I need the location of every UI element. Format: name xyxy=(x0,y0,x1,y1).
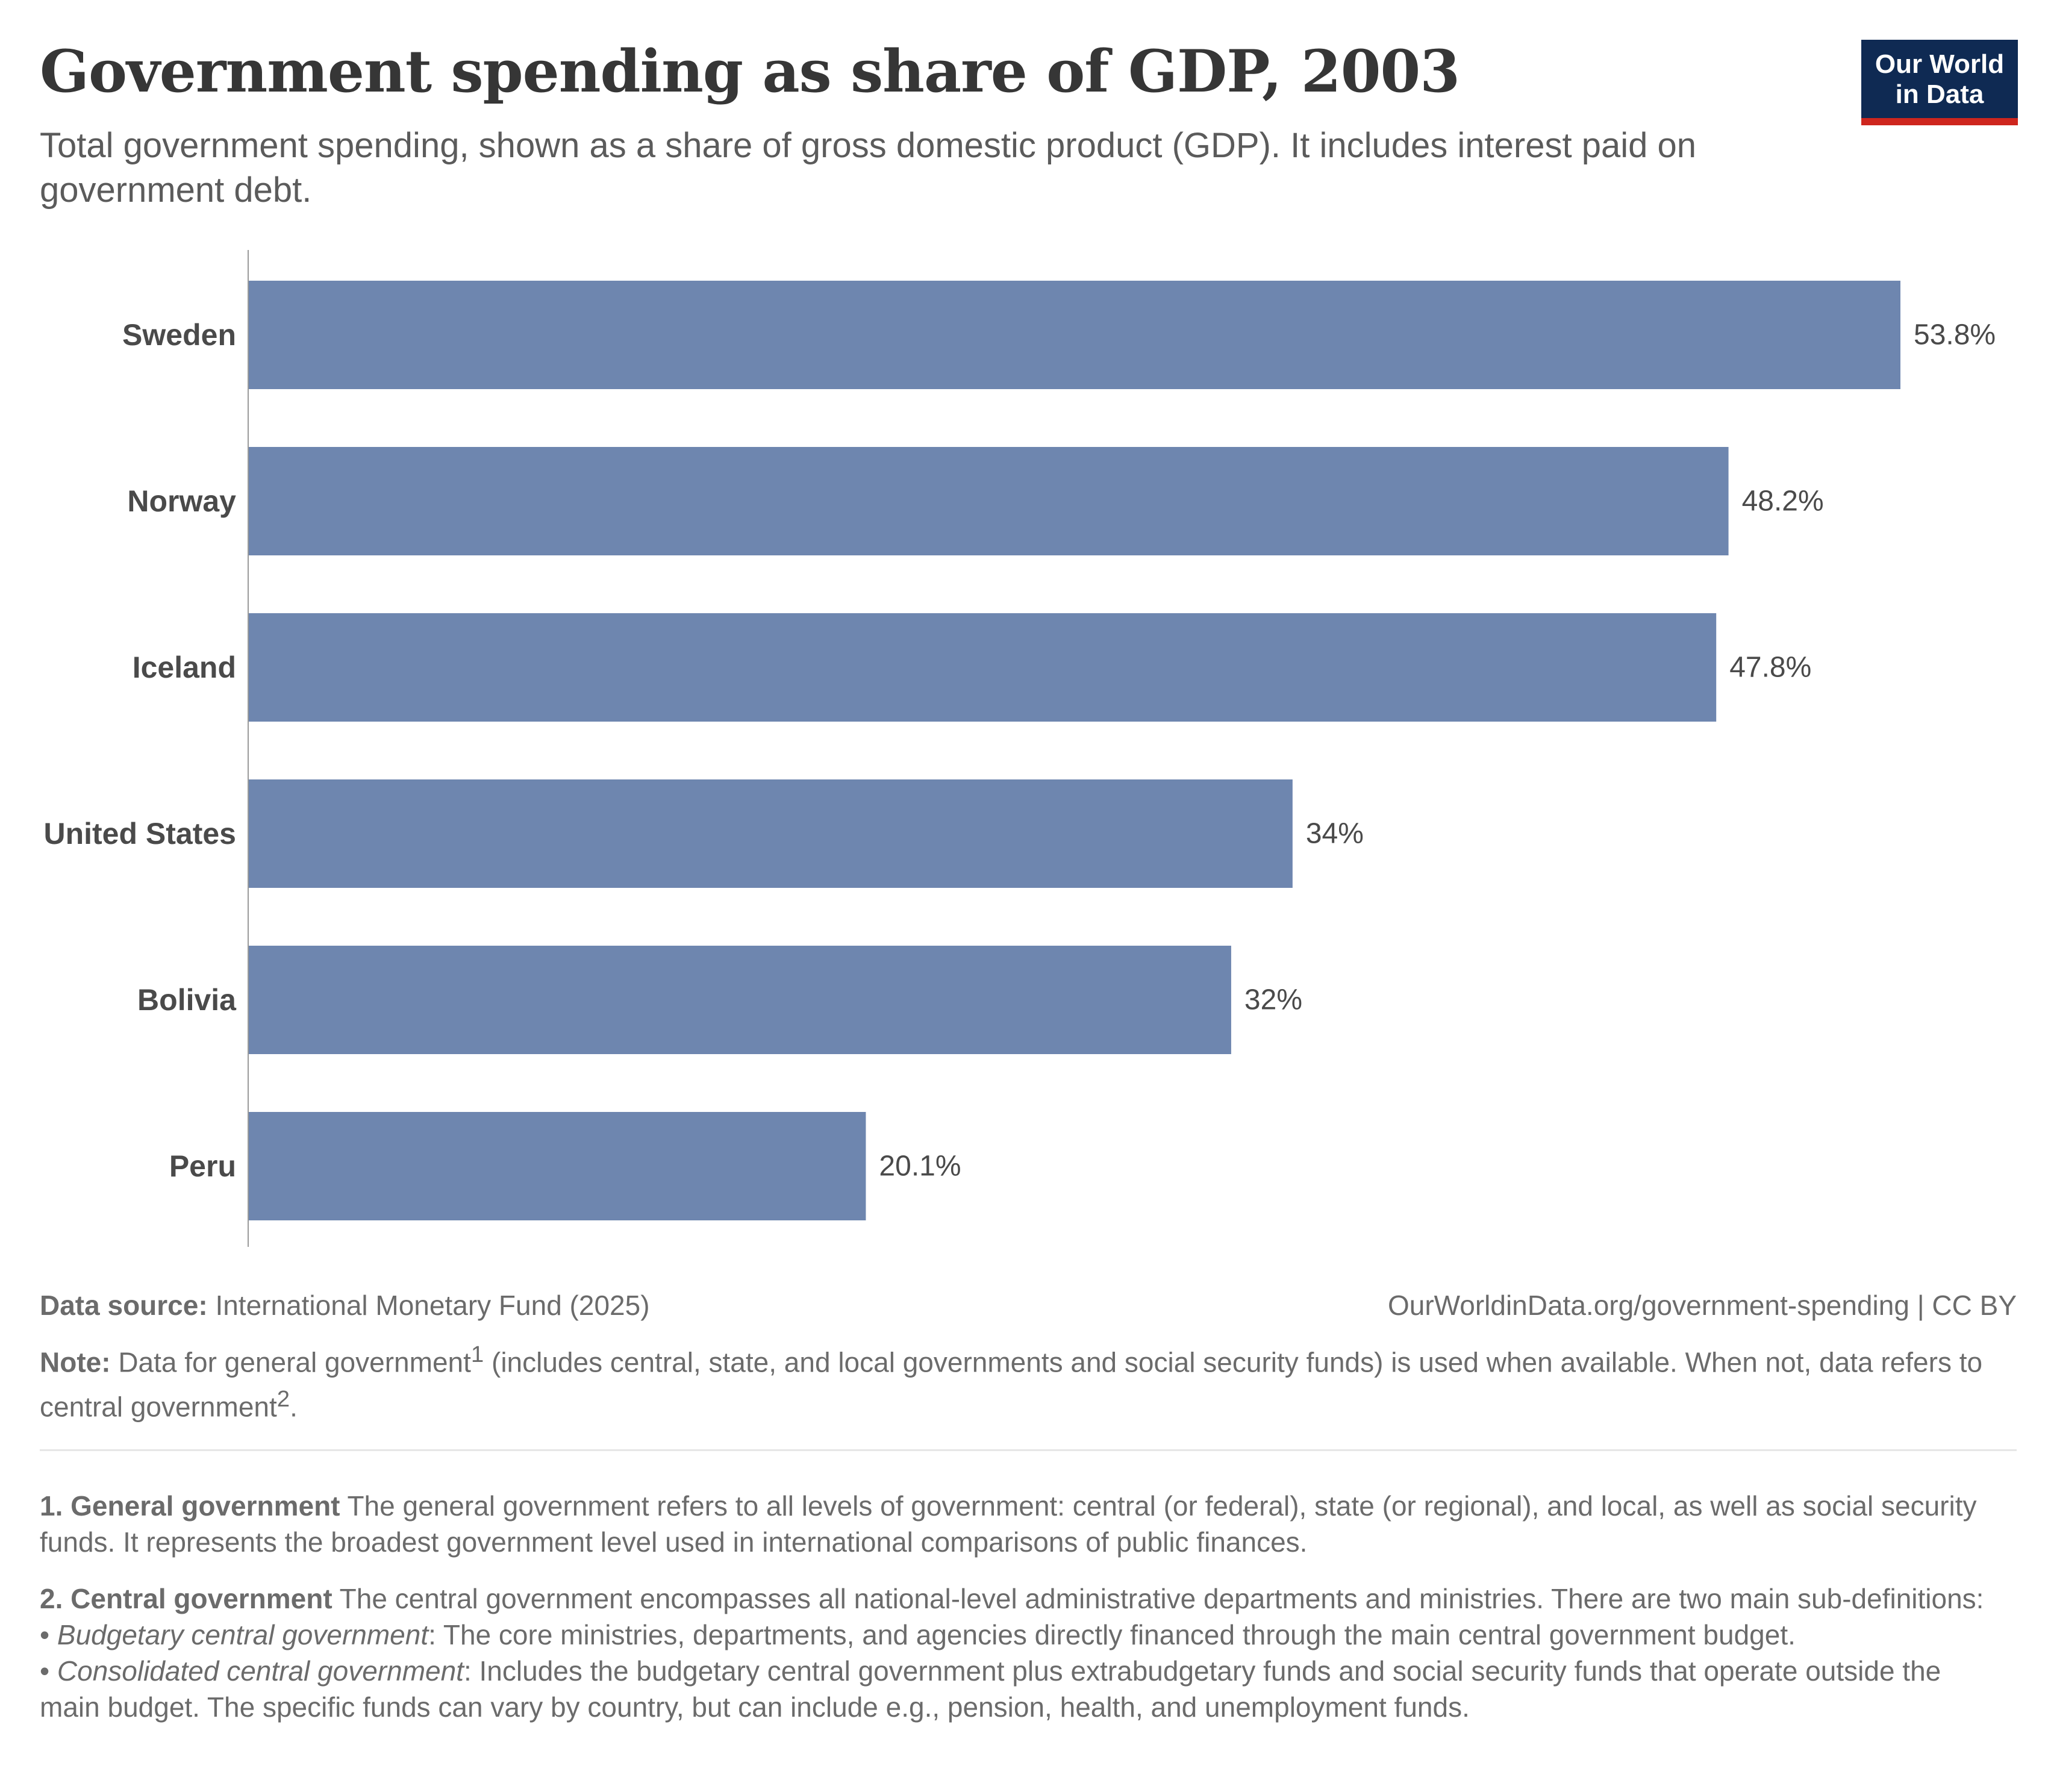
source-text[interactable]: International Monetary Fund (2025) xyxy=(215,1290,650,1321)
footnote-2-label: 2. Central government xyxy=(40,1583,332,1614)
note-label: Note: xyxy=(40,1346,111,1378)
owid-logo[interactable]: Our World in Data xyxy=(1861,40,2018,125)
value-label: 47.8% xyxy=(1729,652,1811,684)
footnote-divider xyxy=(40,1449,2017,1451)
logo-line-1: Our World xyxy=(1875,49,2005,79)
footnote-2-bullet-2-term: Consolidated central government xyxy=(57,1655,464,1687)
value-label: 34% xyxy=(1306,818,1364,850)
source-url: OurWorldinData.org/government-spending |… xyxy=(1388,1289,2017,1322)
category-label[interactable]: Norway xyxy=(127,484,236,518)
note-footnote-ref-1[interactable]: 1 xyxy=(470,1341,484,1367)
footnote-central-government: 2. Central government The central govern… xyxy=(40,1583,1984,1723)
bar-peru[interactable] xyxy=(249,1112,866,1220)
note-end: . xyxy=(290,1391,298,1423)
note-footnote-ref-2[interactable]: 2 xyxy=(276,1386,290,1413)
footnote-2-bullet-2-text: : Includes the budgetary central governm… xyxy=(40,1655,1941,1723)
bar-chart: Sweden 53.8% Norway 48.2% Iceland 47.8% United… xyxy=(43,250,1996,1247)
footnote-general-government: 1. General government The general govern… xyxy=(40,1488,1997,1560)
footnote-2-bullet-1-term: Budgetary central government xyxy=(57,1619,429,1650)
bar-sweden[interactable] xyxy=(249,281,1900,389)
value-label: 48.2% xyxy=(1742,485,1824,517)
value-label: 20.1% xyxy=(879,1150,961,1182)
value-label: 32% xyxy=(1244,984,1302,1016)
value-label: 53.8% xyxy=(1914,319,1996,351)
category-label[interactable]: Sweden xyxy=(122,318,236,352)
footnote-1-label: 1. General government xyxy=(40,1490,340,1522)
source-label: Data source: xyxy=(40,1290,208,1321)
data-source: Data source: International Monetary Fund… xyxy=(40,1289,650,1322)
chart-note: Note: Data for general government1 (incl… xyxy=(40,1336,1997,1426)
chart-title: Government spending as share of GDP, 200… xyxy=(40,37,1460,105)
footnote-2-text: The central government encompasses all n… xyxy=(339,1583,1984,1614)
note-text-1: Data for general government xyxy=(118,1346,471,1378)
logo-line-2: in Data xyxy=(1895,80,1984,109)
bar-bolivia[interactable] xyxy=(249,946,1231,1054)
footnote-2-bullet-1-text: : The core ministries, departments, and … xyxy=(428,1619,1796,1650)
category-label[interactable]: Peru xyxy=(169,1149,236,1183)
category-label[interactable]: Bolivia xyxy=(137,983,237,1017)
bar-norway[interactable] xyxy=(249,447,1729,555)
chart-subtitle: Total government spending, shown as a sh… xyxy=(40,126,1696,210)
category-label[interactable]: Iceland xyxy=(133,651,236,684)
license-link[interactable]: | CC BY xyxy=(1917,1290,2017,1321)
footnote-1-text: The general government refers to all lev… xyxy=(40,1490,1977,1558)
chart-url-link[interactable]: OurWorldinData.org/government-spending xyxy=(1387,1290,1909,1321)
category-label[interactable]: United States xyxy=(43,817,236,851)
bar-iceland[interactable] xyxy=(249,613,1717,722)
note-text-2: (includes central, state, and local gove… xyxy=(40,1346,1983,1423)
bar-united-states[interactable] xyxy=(249,779,1293,888)
